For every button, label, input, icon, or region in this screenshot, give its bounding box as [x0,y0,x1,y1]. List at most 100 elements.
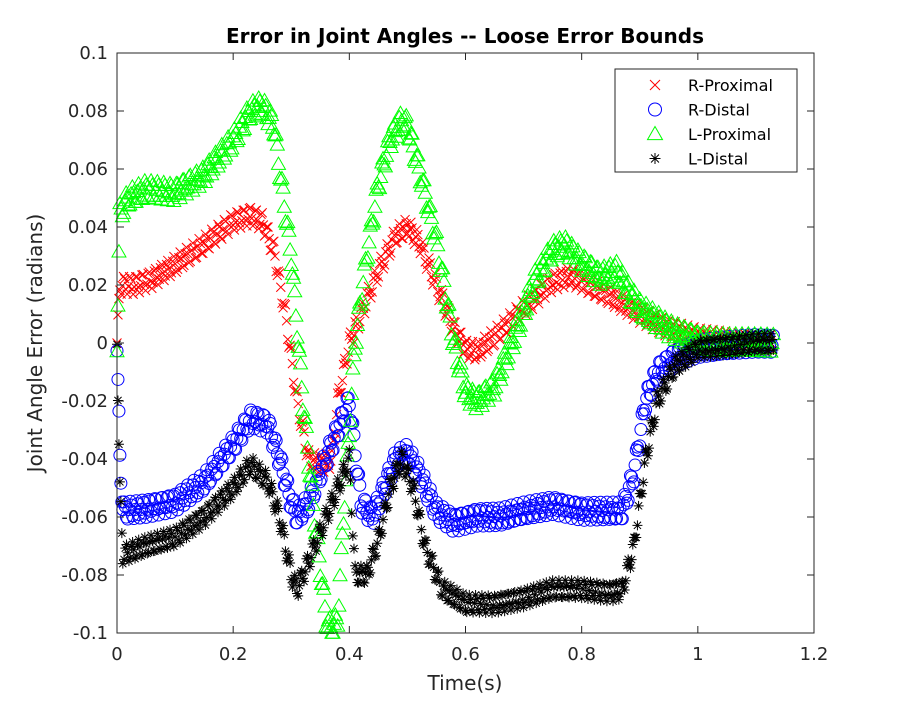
legend-label: L-Distal [688,150,748,169]
data-point [731,345,742,356]
data-point [285,558,296,569]
data-point [292,588,303,599]
data-point [551,591,562,602]
x-tick-label: 0.6 [451,644,480,665]
data-point [122,547,133,558]
data-point [137,270,147,280]
data-point [501,516,515,530]
data-point [230,131,247,145]
data-point [531,272,547,287]
data-point [267,486,278,497]
data-point [293,379,310,394]
data-point [437,591,448,602]
data-point [621,493,635,507]
data-point [490,360,507,375]
y-tick-label: -0.06 [61,507,108,528]
data-point [469,354,480,365]
data-point [600,590,611,601]
data-point [445,580,456,591]
data-point [308,535,319,546]
tick-layer: 0 0.2 0.4 0.6 0.8 1 1.2 -0.1 -0.08 -0.06 -0.04 -0.0… [61,43,828,665]
legend-item-r-distal: R-Distal [648,101,750,120]
data-point [382,502,393,513]
data-point [753,328,764,339]
data-point [419,243,429,253]
data-point [198,168,215,183]
data-point [320,457,334,471]
data-point [296,409,312,424]
data-point [221,483,232,494]
data-point [655,395,666,406]
data-point [292,355,309,370]
data-point [195,516,206,527]
y-tick-label: 0.02 [68,275,108,296]
y-tick-label: 0.06 [68,159,108,180]
data-point [326,488,337,499]
data-point [691,349,702,360]
data-point [187,238,198,248]
data-point [323,515,334,526]
data-point [692,352,703,363]
data-point [743,347,754,358]
data-point [150,502,164,516]
data-point [577,584,588,595]
data-point [618,581,629,592]
data-point [199,237,209,248]
data-point [134,541,145,552]
data-point [606,590,617,601]
data-point [479,604,490,615]
data-point [662,383,673,394]
data-point [500,599,511,610]
data-point [580,498,594,512]
data-point [613,594,624,605]
data-point [416,524,427,535]
data-point [546,581,557,592]
data-point [507,319,524,334]
data-point [384,131,401,146]
data-point [164,263,174,274]
data-point [403,231,414,242]
data-point [363,281,374,292]
data-point [244,403,258,417]
data-point [288,307,304,322]
data-point [414,505,425,516]
data-point [134,502,148,516]
data-point [365,567,376,578]
data-point [265,245,276,256]
data-point [113,310,123,320]
data-point [233,482,244,493]
data-point [398,462,409,473]
data-point [130,175,147,190]
data-point [412,463,426,477]
data-point [699,352,710,363]
data-point [452,524,466,538]
x-tick-label: 1.2 [800,644,829,665]
data-point [458,588,469,599]
data-point [210,492,221,503]
data-point [213,507,224,518]
data-point [309,541,320,552]
data-point [542,584,553,595]
data-point [705,351,716,362]
data-point [494,599,505,610]
data-point [428,224,445,238]
data-point [276,523,287,534]
series-l-distal [112,328,779,619]
data-point [344,444,355,455]
data-point [172,525,183,536]
y-tick-label: -0.04 [61,449,108,470]
data-point [675,355,686,366]
data-point [522,282,539,297]
data-point [120,543,131,554]
data-point [593,579,604,590]
data-point [111,372,125,386]
data-point [144,504,158,518]
data-point [214,450,228,464]
data-point [497,590,508,601]
data-point [348,334,365,349]
data-point [371,180,388,195]
data-point [313,523,324,534]
data-point [245,202,256,213]
data-point [396,446,407,457]
